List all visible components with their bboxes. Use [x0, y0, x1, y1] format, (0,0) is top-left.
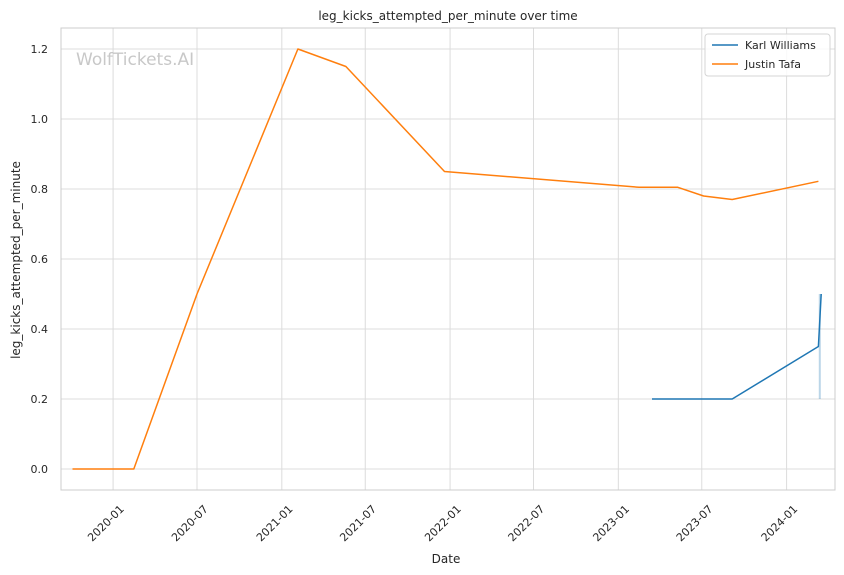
y-tick-label: 0.8 [31, 183, 49, 196]
y-tick-label: 1.0 [31, 113, 49, 126]
x-tick-label: 2021-07 [337, 503, 379, 545]
y-axis-title: leg_kicks_attempted_per_minute [9, 161, 23, 359]
x-tick-label: 2020-07 [169, 503, 211, 545]
x-axis-title: Date [432, 552, 461, 566]
x-tick-label: 2020-01 [85, 503, 127, 545]
x-tick-label: 2023-01 [590, 503, 632, 545]
series-line-karl-williams [652, 293, 822, 400]
y-tick-label: 0.6 [31, 253, 49, 266]
y-tick-labels: 0.0 0.2 0.4 0.6 0.8 1.0 1.2 [31, 43, 49, 476]
y-tick-label: 1.2 [31, 43, 49, 56]
x-tick-label: 2022-01 [422, 503, 464, 545]
series-layer [72, 48, 822, 470]
legend: Karl Williams Justin Tafa [704, 33, 831, 77]
y-tick-label: 0.0 [31, 463, 49, 476]
x-tick-label: 2023-07 [674, 503, 716, 545]
plot-frame [60, 27, 836, 491]
watermark: WolfTickets.AI [76, 50, 194, 70]
y-tick-label: 0.4 [31, 323, 49, 336]
x-tick-labels: 2020-01 2020-07 2021-01 2021-07 2022-01 2022-… [85, 503, 800, 545]
series-line-justin-tafa [72, 48, 819, 470]
grid [61, 28, 835, 490]
x-tick-label: 2021-01 [254, 503, 296, 545]
x-tick-label: 2024-01 [759, 503, 801, 545]
chart-title: leg_kicks_attempted_per_minute over time [318, 9, 577, 23]
y-tick-label: 0.2 [31, 393, 49, 406]
legend-label-justin-tafa: Justin Tafa [744, 58, 801, 71]
x-tick-label: 2022-07 [506, 503, 548, 545]
legend-label-karl-williams: Karl Williams [745, 39, 816, 52]
